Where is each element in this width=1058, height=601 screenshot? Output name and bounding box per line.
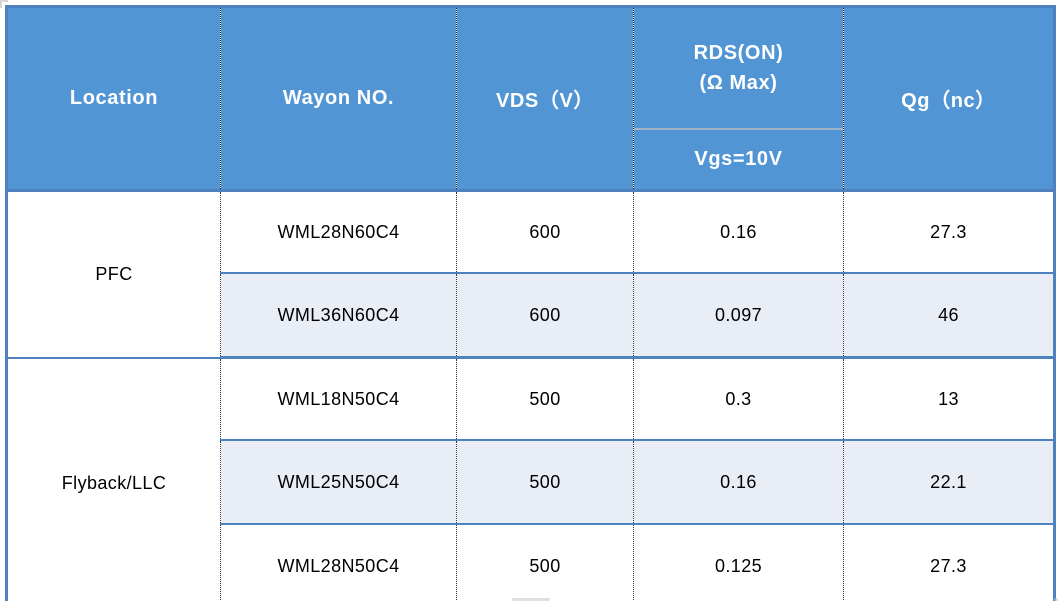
part-number-cell: WML28N50C4	[220, 524, 457, 601]
col-header-rds-title: RDS(ON) (Ω Max)	[634, 8, 843, 128]
vds-cell: 600	[456, 190, 634, 274]
col-header-location-label: Location	[69, 87, 159, 109]
vds-cell: 500	[456, 440, 634, 525]
part-number-cell: WML18N50C4	[220, 357, 457, 441]
col-header-location: Location	[6, 6, 221, 192]
part-number-cell: WML36N60C4	[220, 273, 457, 359]
col-header-wayon-no: Wayon NO.	[220, 6, 457, 192]
rds-cell: 0.16	[633, 190, 844, 274]
vds-cell: 500	[456, 524, 634, 601]
qg-cell: 27.3	[843, 524, 1055, 601]
rds-subheader-divider	[634, 128, 843, 130]
qg-cell: 22.1	[843, 440, 1055, 525]
col-header-qg: Qg（nc）	[843, 6, 1055, 192]
screenshot-corner-artifact	[0, 0, 8, 8]
col-header-qg-label: Qg（nc）	[901, 90, 996, 112]
part-number-cell: WML25N50C4	[220, 440, 457, 525]
col-header-vds: VDS（V）	[456, 6, 634, 192]
col-header-rds-condition: Vgs=10V	[694, 148, 783, 170]
qg-cell: 13	[843, 357, 1055, 441]
table-row: Flyback/LLC WML18N50C4 500 0.3 13	[6, 357, 1055, 601]
table-row: WML36N60C4 600 0.097 46	[7, 273, 1055, 359]
col-header-wayon-no-label: Wayon NO.	[282, 87, 395, 109]
rds-cell: 0.125	[633, 524, 844, 601]
table-row: WML25N50C4 500 0.16 22.1	[7, 440, 1055, 525]
vds-cell: 600	[456, 273, 634, 359]
table-row: PFC WML28N60C4 600 0.16 27.3	[6, 190, 1055, 359]
table-header-row: Location Wayon NO. VDS（V） RDS(ON) (Ω Max…	[6, 6, 1055, 192]
mosfet-selection-table: Location Wayon NO. VDS（V） RDS(ON) (Ω Max…	[5, 5, 1056, 601]
qg-cell: 46	[843, 273, 1055, 359]
screenshot-handle-artifact	[512, 598, 550, 601]
rds-cell: 0.16	[633, 440, 844, 525]
location-cell-pfc: PFC	[6, 190, 221, 359]
spec-table: Location Wayon NO. VDS（V） RDS(ON) (Ω Max…	[5, 5, 1056, 601]
table-row: WML28N50C4 500 0.125 27.3	[7, 524, 1055, 601]
vds-cell: 500	[456, 357, 634, 441]
qg-cell: 27.3	[843, 190, 1055, 274]
part-number-cell: WML28N60C4	[220, 190, 457, 274]
screenshot-corner-artifact	[1054, 598, 1058, 601]
location-cell-flyback-llc: Flyback/LLC	[6, 357, 221, 601]
rds-cell: 0.3	[633, 357, 844, 441]
col-header-rds-line2: (Ω Max)	[699, 72, 778, 94]
col-header-rds: RDS(ON) (Ω Max) Vgs=10V	[633, 6, 844, 192]
rds-cell: 0.097	[633, 273, 844, 359]
col-header-vds-label: VDS（V）	[495, 90, 595, 112]
col-header-rds-line1: RDS(ON)	[693, 42, 784, 64]
